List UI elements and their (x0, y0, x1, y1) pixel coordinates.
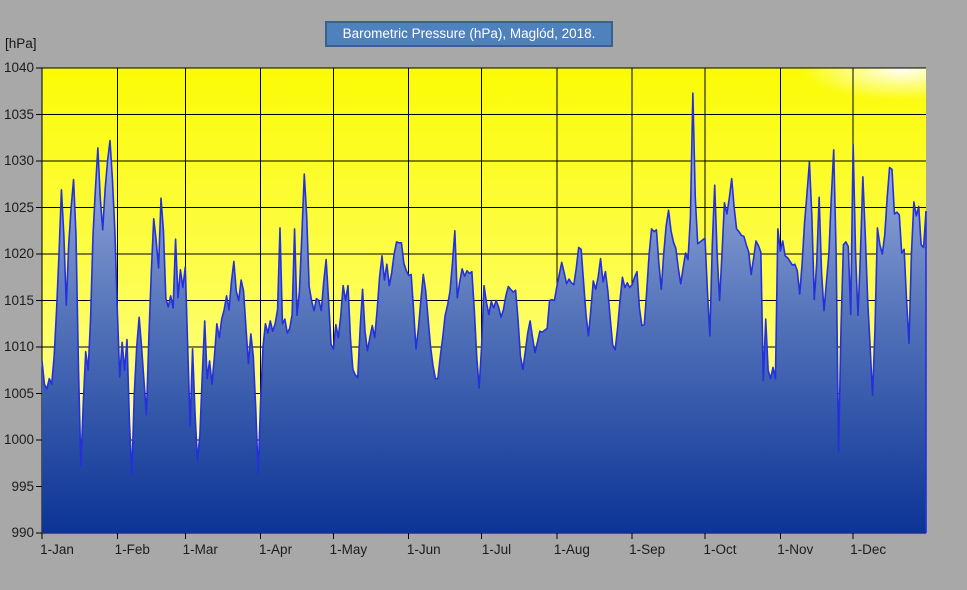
chart-title: Barometric Pressure (hPa), Maglód, 2018. (325, 21, 613, 47)
x-tick-label: 1-Dec (850, 542, 887, 557)
y-tick-label: 1000 (3, 432, 34, 447)
x-tick-label: 1-Feb (114, 542, 150, 557)
y-tick-label: 1030 (3, 153, 34, 168)
y-tick-label: 1035 (3, 106, 34, 122)
x-tick-label: 1-Apr (259, 542, 293, 557)
y-tick-label: 995 (11, 478, 34, 494)
y-tick-label: 1025 (3, 199, 34, 215)
pressure-line (41, 92, 927, 476)
y-tick-label: 1020 (3, 246, 34, 261)
plot-highlight-glow (802, 68, 926, 100)
y-tick-label: 1015 (3, 292, 34, 308)
x-tick-label: 1-Jun (406, 542, 441, 557)
x-tick-label: 1-May (329, 542, 368, 557)
x-tick-label: 1-Aug (553, 542, 590, 557)
x-tick-label: 1-Jan (40, 542, 74, 557)
x-tick-label: 1-Oct (703, 542, 737, 557)
x-tick-label: 1-Jul (481, 542, 512, 557)
x-tick-label: 1-Mar (182, 542, 218, 557)
y-tick-label: 1010 (3, 339, 34, 354)
y-axis-unit-label: [hPa] (5, 36, 37, 51)
pressure-area (42, 93, 926, 534)
y-tick-label: 1040 (3, 60, 34, 75)
x-tick-label: 1-Sep (629, 542, 666, 557)
y-tick-label: 990 (11, 525, 34, 540)
y-tick-label: 1005 (3, 385, 34, 401)
x-tick-label: 1-Nov (777, 542, 814, 557)
